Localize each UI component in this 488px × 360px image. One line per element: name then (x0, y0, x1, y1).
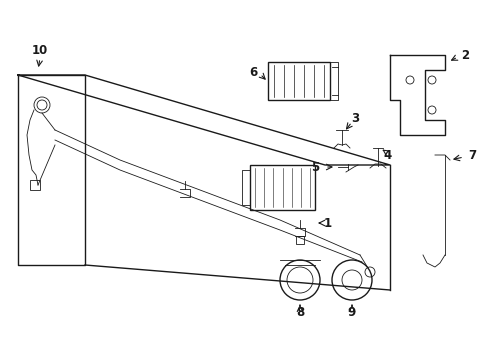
Text: 7: 7 (467, 149, 475, 162)
Text: 2: 2 (460, 49, 468, 62)
Bar (295, 236, 304, 244)
Text: 3: 3 (350, 112, 358, 125)
Bar (267, 62, 329, 100)
Text: 8: 8 (295, 306, 304, 320)
Text: 1: 1 (323, 216, 331, 230)
Bar (30, 180, 40, 190)
Text: 5: 5 (310, 161, 319, 174)
Text: 10: 10 (32, 44, 48, 57)
Bar (249, 165, 314, 210)
Text: 9: 9 (347, 306, 355, 320)
Text: 4: 4 (383, 149, 391, 162)
Text: 6: 6 (248, 66, 257, 78)
